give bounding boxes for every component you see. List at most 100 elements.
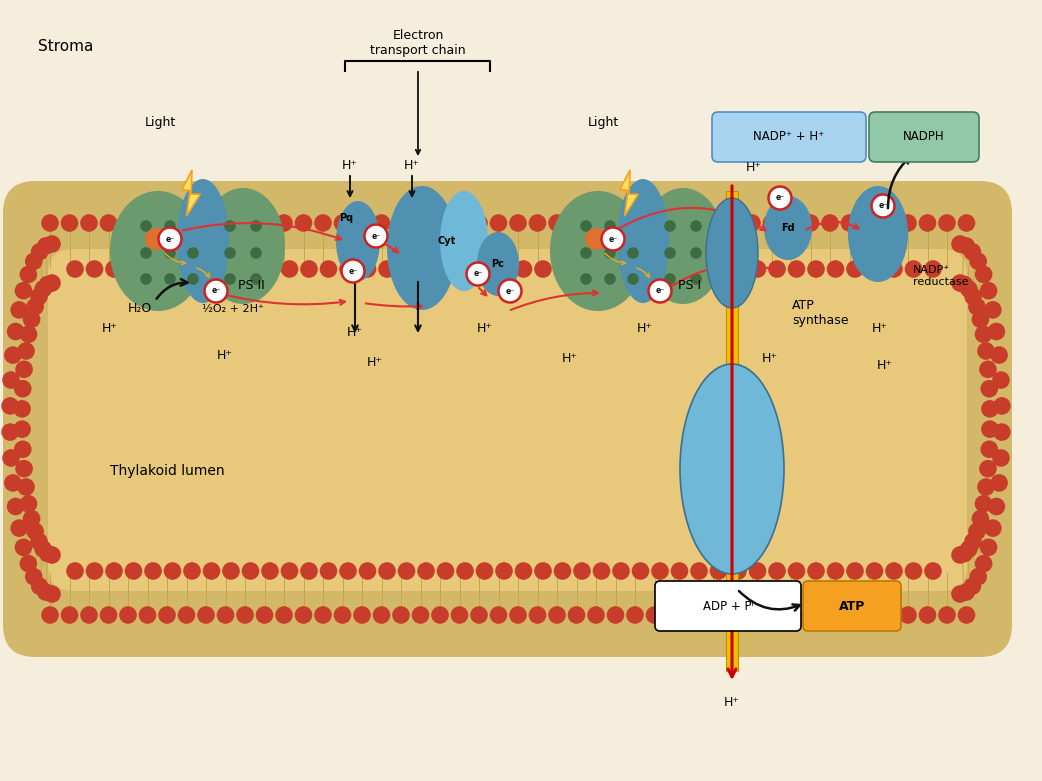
Circle shape (36, 583, 54, 601)
Circle shape (43, 274, 60, 292)
Circle shape (183, 562, 201, 580)
Circle shape (14, 400, 31, 418)
Circle shape (510, 214, 527, 232)
Circle shape (580, 273, 592, 285)
Circle shape (821, 606, 839, 624)
Circle shape (528, 214, 546, 232)
Circle shape (242, 562, 259, 580)
Circle shape (704, 214, 722, 232)
FancyArrowPatch shape (651, 287, 659, 296)
Circle shape (593, 260, 611, 278)
Circle shape (685, 606, 702, 624)
Circle shape (515, 562, 532, 580)
Circle shape (841, 214, 859, 232)
Text: H⁺: H⁺ (342, 159, 358, 172)
Circle shape (490, 606, 507, 624)
Circle shape (224, 220, 235, 232)
Circle shape (242, 260, 259, 278)
Circle shape (255, 606, 273, 624)
Circle shape (34, 540, 52, 558)
Circle shape (26, 298, 44, 316)
Ellipse shape (641, 188, 725, 304)
Circle shape (2, 449, 20, 467)
Circle shape (879, 606, 897, 624)
Text: H⁺: H⁺ (877, 359, 893, 373)
Circle shape (30, 533, 48, 551)
Circle shape (899, 214, 917, 232)
Circle shape (217, 606, 234, 624)
FancyArrowPatch shape (604, 253, 625, 265)
FancyBboxPatch shape (655, 581, 801, 631)
Circle shape (342, 259, 365, 283)
Circle shape (866, 260, 884, 278)
Ellipse shape (680, 364, 784, 574)
Circle shape (951, 546, 969, 564)
Text: ATP
synthase: ATP synthase (792, 299, 848, 327)
FancyArrowPatch shape (352, 279, 357, 331)
Circle shape (704, 606, 722, 624)
Ellipse shape (440, 191, 488, 291)
Circle shape (548, 606, 566, 624)
Circle shape (31, 243, 48, 261)
Ellipse shape (550, 191, 646, 311)
Circle shape (841, 606, 859, 624)
Circle shape (982, 420, 998, 438)
Text: Stroma: Stroma (38, 39, 94, 54)
Circle shape (39, 276, 56, 294)
Circle shape (467, 262, 490, 286)
Circle shape (846, 562, 864, 580)
Circle shape (956, 276, 973, 294)
Circle shape (951, 274, 969, 292)
Circle shape (968, 298, 986, 316)
Circle shape (67, 260, 83, 278)
Circle shape (30, 287, 48, 305)
Circle shape (729, 260, 747, 278)
Circle shape (904, 260, 922, 278)
Circle shape (250, 220, 262, 232)
Circle shape (250, 273, 262, 285)
Circle shape (710, 562, 727, 580)
Circle shape (139, 214, 156, 232)
Circle shape (105, 562, 123, 580)
Circle shape (969, 568, 987, 586)
Text: H⁺: H⁺ (404, 159, 420, 172)
Circle shape (626, 214, 644, 232)
Circle shape (808, 562, 825, 580)
FancyArrowPatch shape (182, 223, 341, 240)
Circle shape (593, 562, 611, 580)
Circle shape (627, 273, 639, 285)
Circle shape (141, 273, 152, 285)
Circle shape (573, 260, 591, 278)
Circle shape (580, 220, 592, 232)
FancyBboxPatch shape (48, 249, 967, 591)
Circle shape (626, 606, 644, 624)
FancyArrowPatch shape (637, 268, 649, 277)
Circle shape (964, 533, 982, 551)
Circle shape (378, 260, 396, 278)
Circle shape (412, 214, 429, 232)
FancyArrowPatch shape (156, 279, 188, 298)
Text: NADP⁺
reductase: NADP⁺ reductase (913, 266, 968, 287)
Circle shape (690, 248, 702, 259)
Circle shape (217, 214, 234, 232)
Circle shape (631, 260, 649, 278)
Circle shape (20, 555, 38, 572)
Circle shape (763, 606, 780, 624)
Circle shape (990, 346, 1008, 364)
Text: Electron
transport chain: Electron transport chain (370, 29, 466, 57)
Circle shape (262, 260, 279, 278)
Text: NADPH: NADPH (903, 130, 945, 144)
Circle shape (119, 606, 137, 624)
Circle shape (1, 423, 19, 441)
Circle shape (178, 214, 195, 232)
Circle shape (250, 248, 262, 259)
Circle shape (861, 606, 877, 624)
Circle shape (31, 577, 48, 595)
Circle shape (886, 562, 902, 580)
Circle shape (568, 214, 586, 232)
Circle shape (144, 260, 162, 278)
Circle shape (958, 606, 975, 624)
Circle shape (951, 235, 969, 253)
Circle shape (990, 474, 1008, 492)
Circle shape (237, 606, 254, 624)
